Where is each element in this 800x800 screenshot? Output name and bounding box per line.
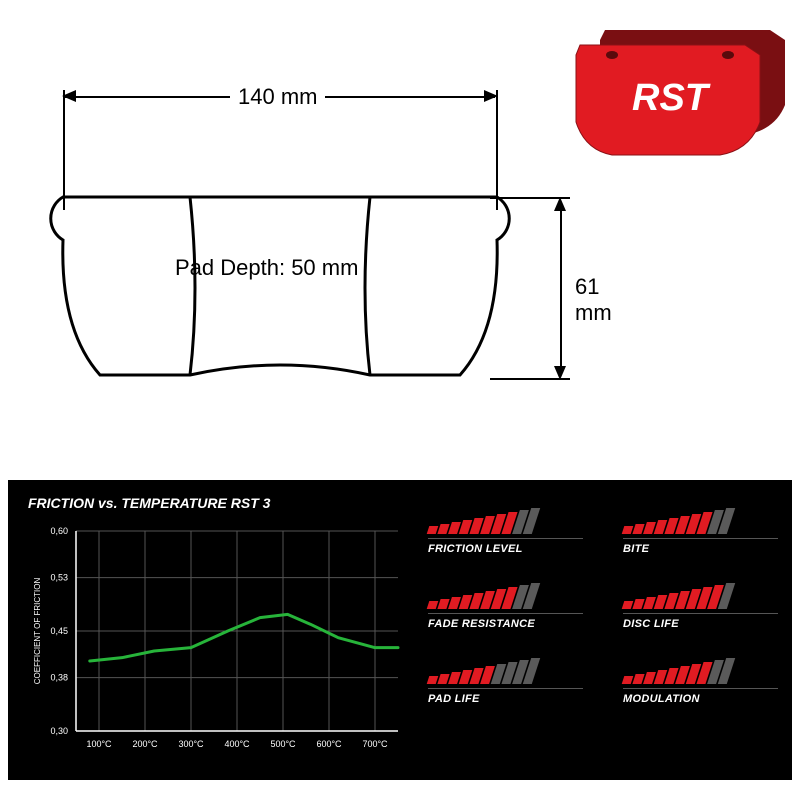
rating-label: FADE RESISTANCE	[428, 618, 583, 630]
rating-bars	[623, 510, 778, 534]
chart-title: FRICTION vs. TEMPERATURE RST 3	[28, 495, 408, 511]
rating-item: BITE	[623, 510, 778, 555]
ratings-grid: FRICTION LEVEL BITE FADE RESISTANCE DISC LI…	[428, 510, 778, 705]
rating-item: FRICTION LEVEL	[428, 510, 583, 555]
svg-text:200°C: 200°C	[132, 739, 158, 749]
rating-label: PAD LIFE	[428, 693, 583, 705]
rating-item: MODULATION	[623, 660, 778, 705]
svg-text:0,30: 0,30	[50, 726, 68, 736]
schematic-drawing: 140 mm 61 mm Pad Depth: 50 mm	[30, 60, 590, 440]
rating-item: DISC LIFE	[623, 585, 778, 630]
rating-bars	[428, 510, 583, 534]
svg-text:500°C: 500°C	[270, 739, 296, 749]
rating-label: MODULATION	[623, 693, 778, 705]
svg-text:700°C: 700°C	[362, 739, 388, 749]
height-label: 61 mm	[575, 274, 612, 326]
svg-text:0,60: 0,60	[50, 526, 68, 536]
rating-item: PAD LIFE	[428, 660, 583, 705]
svg-text:0,53: 0,53	[50, 573, 68, 583]
rating-label: DISC LIFE	[623, 618, 778, 630]
rating-label: FRICTION LEVEL	[428, 543, 583, 555]
info-panel: FRICTION vs. TEMPERATURE RST 3 100°C 200°…	[8, 480, 792, 780]
friction-chart: FRICTION vs. TEMPERATURE RST 3 100°C 200°…	[28, 495, 408, 765]
svg-text:0,45: 0,45	[50, 626, 68, 636]
rating-bars	[623, 585, 778, 609]
pad-depth-label: Pad Depth: 50 mm	[175, 255, 358, 281]
chart-svg: 100°C 200°C 300°C 400°C 500°C 600°C 700°C 0,30 0…	[28, 521, 408, 761]
rating-item: FADE RESISTANCE	[428, 585, 583, 630]
svg-text:100°C: 100°C	[86, 739, 112, 749]
pad-outline	[40, 180, 540, 430]
svg-text:300°C: 300°C	[178, 739, 204, 749]
svg-text:400°C: 400°C	[224, 739, 250, 749]
width-label: 140 mm	[230, 84, 325, 110]
svg-text:0,38: 0,38	[50, 673, 68, 683]
product-image: RST	[560, 10, 790, 165]
svg-text:COEFFICIENT OF FRICTION: COEFFICIENT OF FRICTION	[33, 578, 42, 685]
rating-label: BITE	[623, 543, 778, 555]
brand-logo: RST	[632, 77, 711, 119]
rating-bars	[428, 585, 583, 609]
rating-bars	[428, 660, 583, 684]
svg-text:600°C: 600°C	[316, 739, 342, 749]
rating-bars	[623, 660, 778, 684]
